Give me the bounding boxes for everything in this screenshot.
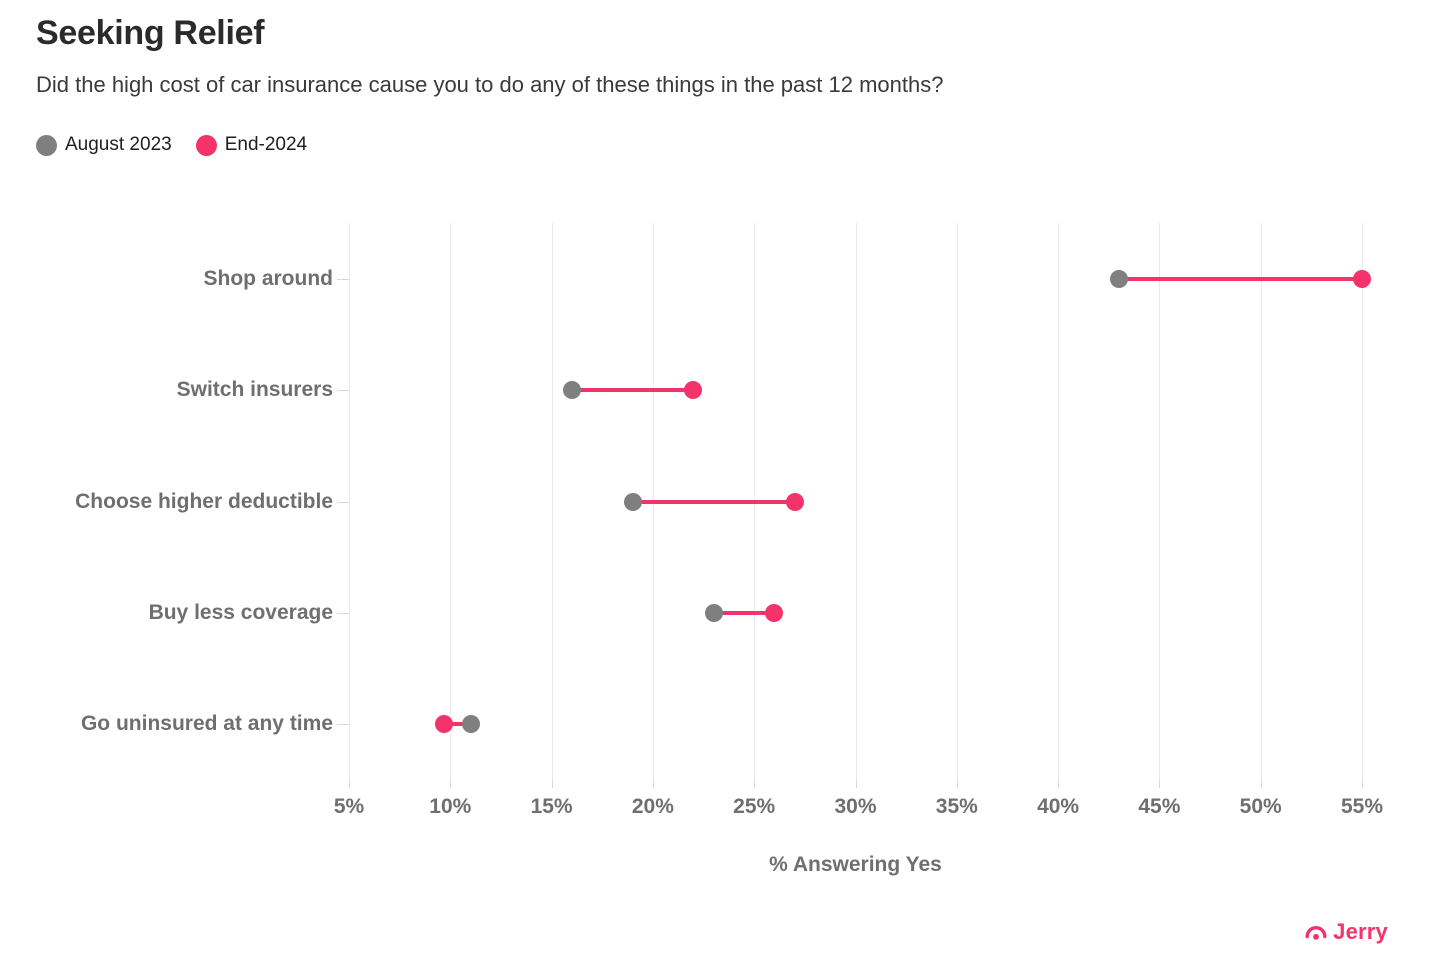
- legend-dot-end-2024: [195, 134, 217, 156]
- connector-line: [1118, 276, 1362, 281]
- plot-area: [349, 223, 1371, 780]
- connector-line: [444, 722, 471, 727]
- brand-name: Jerry: [1333, 919, 1388, 944]
- dot-end-2024: [684, 381, 703, 400]
- category-tick: [337, 612, 349, 614]
- dot-end-2024: [435, 715, 454, 734]
- jerry-arc-icon: [1305, 925, 1327, 940]
- x-axis-tick: [1260, 780, 1262, 788]
- gridline: [450, 223, 452, 780]
- category-tick: [337, 390, 349, 392]
- dot-end-2024: [1353, 269, 1371, 288]
- x-axis-tick: [1362, 780, 1363, 788]
- x-axis-tick: [956, 780, 958, 788]
- legend: August 2023 End-2024: [36, 134, 307, 156]
- x-axis-tick: [551, 780, 553, 788]
- x-tick-label: 10%: [429, 795, 472, 818]
- gridline: [956, 223, 958, 780]
- legend-label: End-2024: [224, 134, 308, 155]
- x-axis-tick: [450, 780, 452, 788]
- x-tick-label: 20%: [631, 795, 674, 818]
- legend-label: August 2023: [65, 134, 172, 155]
- x-tick-label: 30%: [834, 795, 877, 818]
- x-tick-label: 35%: [935, 795, 978, 818]
- x-tick-label: 15%: [530, 795, 573, 818]
- category-label: Switch insurers: [176, 378, 333, 402]
- x-tick-label: 5%: [333, 795, 365, 818]
- x-tick-label: 25%: [733, 795, 776, 818]
- x-axis-tick: [855, 780, 857, 788]
- x-tick-label: 45%: [1138, 795, 1181, 818]
- category-tick: [337, 278, 349, 280]
- gridline: [1058, 223, 1060, 780]
- gridline: [1159, 223, 1161, 780]
- x-axis-tick: [349, 780, 350, 788]
- legend-dot-august-2023: [36, 134, 57, 156]
- category-label: Go uninsured at any time: [80, 712, 333, 736]
- category-label: Buy less coverage: [148, 600, 333, 624]
- dot-august-2023: [623, 492, 642, 511]
- legend-item-end-2024: End-2024: [195, 134, 308, 156]
- x-axis-tick: [652, 780, 654, 788]
- category-label: Choose higher deductible: [75, 489, 333, 513]
- connector-line: [632, 499, 795, 504]
- category-tick: [337, 501, 349, 503]
- dot-august-2023: [461, 715, 480, 734]
- gridline: [1260, 223, 1262, 780]
- x-tick-label: 55%: [1340, 795, 1384, 818]
- x-axis-tick: [1159, 780, 1161, 788]
- dot-end-2024: [785, 492, 804, 511]
- x-axis-tick: [754, 780, 756, 788]
- connector-line: [713, 610, 775, 615]
- brand-logo[interactable]: Jerry: [1304, 919, 1388, 945]
- category-label: Shop around: [203, 266, 334, 290]
- x-tick-label: 40%: [1037, 795, 1080, 818]
- category-tick: [337, 724, 349, 726]
- page-title: Seeking Relief: [36, 14, 265, 52]
- connector-line: [571, 388, 694, 393]
- gridline: [551, 223, 553, 780]
- dot-end-2024: [765, 603, 784, 622]
- dot-august-2023: [1109, 269, 1128, 288]
- dot-august-2023: [704, 603, 723, 622]
- legend-item-august-2023: August 2023: [36, 134, 172, 156]
- dot-august-2023: [562, 381, 581, 400]
- x-tick-label: 50%: [1239, 795, 1282, 818]
- gridline: [1362, 223, 1363, 780]
- gridline: [855, 223, 857, 780]
- gridline: [349, 223, 350, 780]
- x-axis-title: % Answering Yes: [769, 853, 942, 876]
- chart-subtitle: Did the high cost of car insurance cause…: [36, 72, 944, 97]
- dumbbell-chart: % Answering Yes 5% 10% 15% 20% 25% 30% 35% 40% 4…: [0, 223, 1440, 923]
- x-axis-tick: [1058, 780, 1060, 788]
